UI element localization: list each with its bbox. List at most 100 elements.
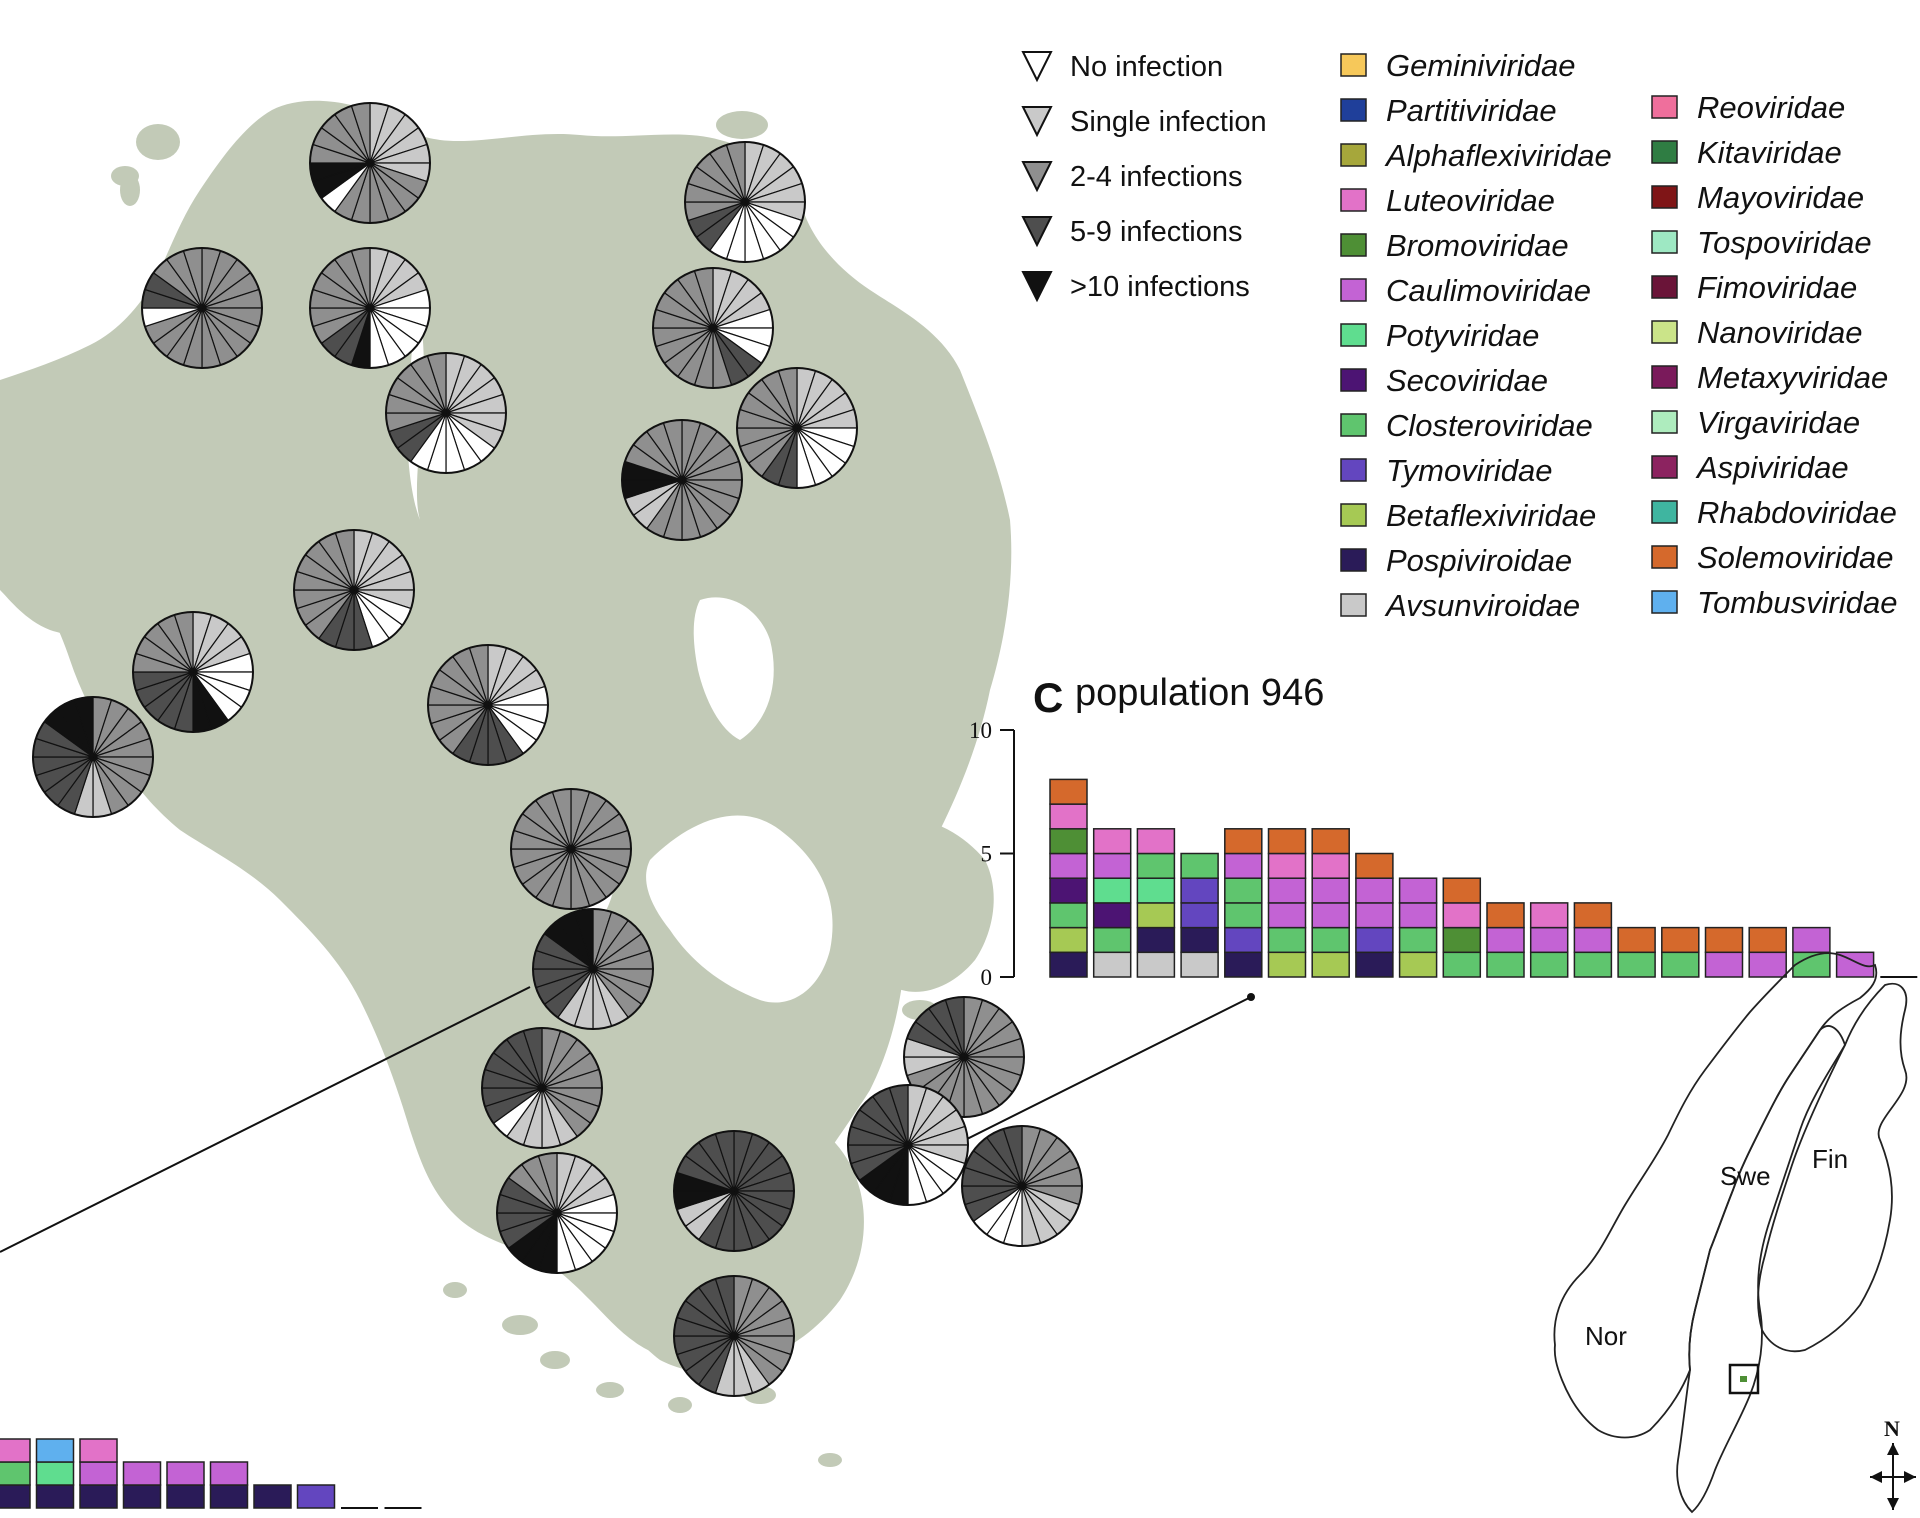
infection-legend-item: Single infection — [1021, 106, 1267, 138]
bar-segment — [1267, 877, 1307, 904]
population-pie-chart — [847, 1084, 969, 1206]
family-legend-item: Tombusviridae — [1651, 585, 1897, 620]
stacked-bar — [1224, 828, 1263, 978]
bar-segment — [122, 1484, 162, 1509]
stacked-bar — [1180, 852, 1219, 978]
stacked-bar — [1792, 926, 1831, 978]
population-pie-chart — [621, 419, 743, 541]
family-color-swatch — [1340, 413, 1367, 437]
family-legend-item: Fimoviridae — [1651, 270, 1857, 305]
bar-segment — [1442, 926, 1482, 954]
population-pie-chart — [903, 996, 1025, 1118]
bar-segment — [1617, 926, 1656, 954]
stacked-bar — [1617, 926, 1656, 978]
north-arrow: N — [1870, 1416, 1916, 1510]
connector-dot — [1247, 993, 1255, 1001]
bar-segment — [1355, 902, 1394, 929]
bar-segment — [1049, 852, 1088, 879]
pie-outline — [385, 352, 507, 474]
bar-segment — [1224, 926, 1263, 954]
population-pie-chart — [141, 247, 263, 369]
bar-segment — [1180, 902, 1219, 929]
partial-population-chart — [0, 1438, 422, 1509]
pie-outline — [141, 247, 263, 369]
island-southern-islet — [540, 1351, 570, 1369]
bar-segment — [166, 1461, 205, 1486]
bar-segment — [0, 1484, 31, 1509]
family-color-swatch — [1651, 95, 1678, 119]
population-pie-chart — [385, 352, 507, 474]
stacked-bar — [1486, 902, 1525, 978]
bar-segment — [1092, 828, 1132, 855]
stacked-bar — [122, 1461, 162, 1509]
bar-segment — [1529, 902, 1569, 929]
family-legend-label: Nanoviridae — [1697, 315, 1862, 350]
panel-c-y-axis: 0 5 10 — [969, 718, 1015, 990]
bar-segment — [1442, 951, 1482, 978]
inset-country-label-fin: Fin — [1812, 1144, 1848, 1174]
bar-segment — [1267, 852, 1307, 879]
bar-segment — [1661, 951, 1700, 978]
bar-segment — [209, 1484, 249, 1509]
bar-segment — [1136, 951, 1176, 978]
bar-segment — [1092, 902, 1132, 929]
family-legend-label: Pospiviroidae — [1386, 543, 1572, 578]
family-legend-item: Alphaflexiviridae — [1340, 138, 1612, 173]
bar-segment — [35, 1461, 75, 1486]
bar-segment — [1049, 778, 1088, 805]
family-legend-item: Closteroviridae — [1340, 408, 1593, 443]
bar-segment — [1529, 951, 1569, 978]
connector-lines — [0, 986, 1255, 1253]
family-legend-label: Potyviridae — [1386, 318, 1539, 353]
panel-c-title: population 946 — [1075, 672, 1324, 714]
bar-segment — [1267, 951, 1307, 978]
family-legend-item: Aspiviridae — [1651, 450, 1849, 485]
family-legend-item: Virgaviridae — [1651, 405, 1860, 440]
north-arrow-label: N — [1884, 1416, 1900, 1441]
stacked-bar — [166, 1461, 205, 1509]
inset-finland-outline — [1757, 982, 1908, 1353]
family-color-swatch — [1340, 53, 1367, 77]
stacked-bar — [209, 1461, 249, 1509]
bar-segment — [1224, 852, 1263, 879]
population-pie-chart — [481, 1027, 603, 1149]
pie-outline — [132, 611, 254, 733]
family-legend-label: Mayoviridae — [1697, 180, 1864, 215]
bar-segment — [1180, 877, 1219, 904]
triangle-symbol-icon — [1021, 51, 1053, 83]
stacked-bar — [79, 1438, 118, 1509]
bar-segment — [1267, 902, 1307, 929]
pie-outline — [903, 996, 1025, 1118]
bar-segment — [1311, 951, 1350, 978]
stacked-bar — [1092, 828, 1132, 978]
stacked-bar — [1442, 877, 1482, 978]
bar-segment — [1573, 926, 1613, 954]
family-legend-label: Kitaviridae — [1697, 135, 1842, 170]
family-color-swatch — [1651, 185, 1678, 209]
stacked-bar — [1136, 828, 1176, 978]
pie-outline — [481, 1027, 603, 1149]
bar-segment — [79, 1484, 118, 1509]
island-southern-islet — [596, 1382, 624, 1398]
island-north-islet — [120, 174, 140, 206]
bar-segment — [1049, 951, 1088, 978]
stacked-bar — [0, 1438, 31, 1509]
bar-segment — [122, 1461, 162, 1486]
population-pie-chart — [309, 247, 431, 369]
family-legend-item: Avsunviroidae — [1340, 588, 1580, 623]
bar-segment — [1092, 926, 1132, 954]
population-pie-chart — [427, 644, 549, 766]
bar-segment — [1224, 951, 1263, 978]
bar-segment — [1573, 902, 1613, 929]
family-legend-label: Closteroviridae — [1386, 408, 1593, 443]
infection-legend-item: No infection — [1021, 51, 1223, 83]
family-legend-label: Aspiviridae — [1695, 450, 1849, 485]
bar-segment — [1136, 902, 1176, 929]
infection-level-legend: No infection Single infection 2-4 infectio… — [1021, 51, 1267, 303]
family-color-swatch — [1651, 275, 1678, 299]
population-pie-chart — [652, 267, 774, 389]
y-axis-tick-label: 0 — [981, 965, 993, 990]
family-color-swatch — [1340, 278, 1367, 302]
bar-segment — [1049, 926, 1088, 954]
